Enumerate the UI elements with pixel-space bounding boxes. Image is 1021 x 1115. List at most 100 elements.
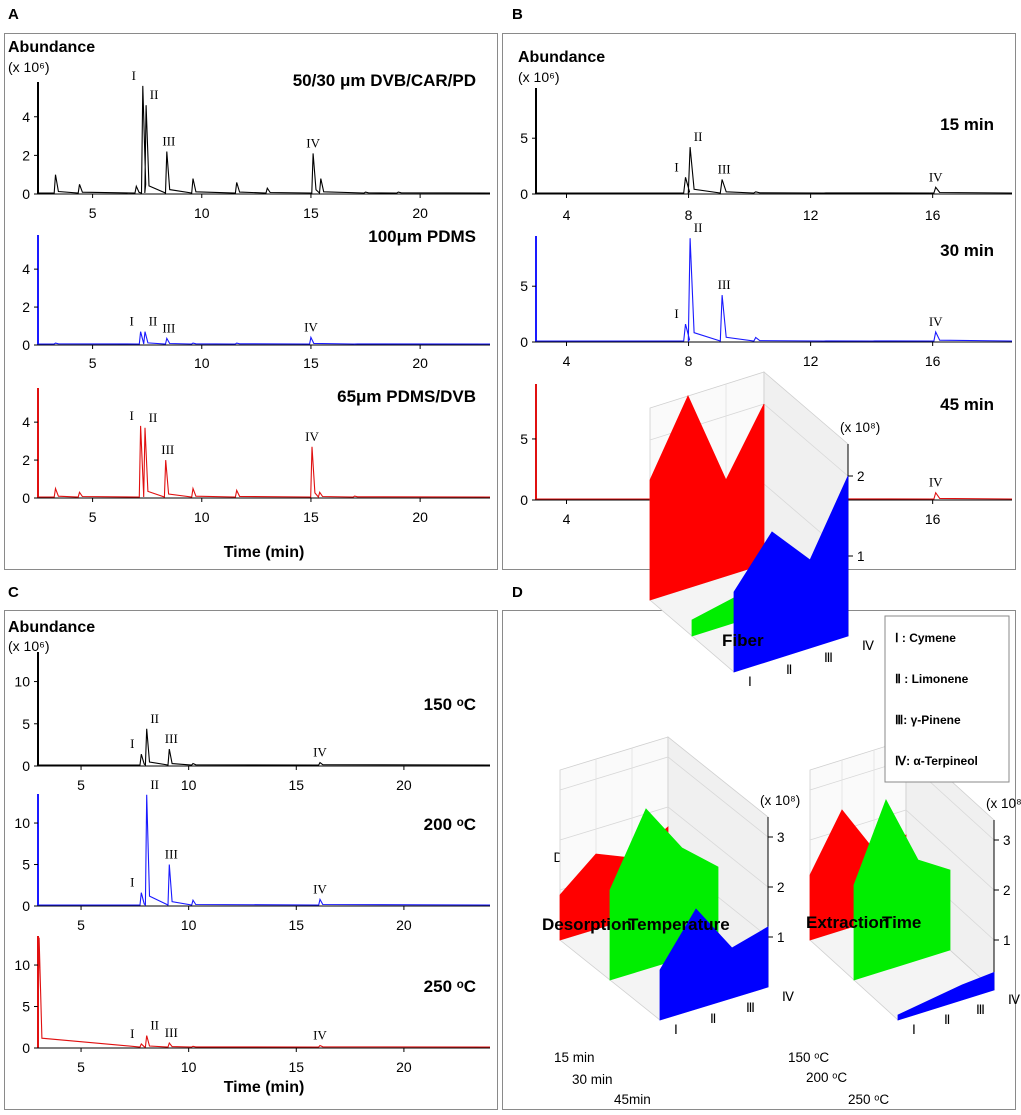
chromatogram-trace <box>37 937 491 1048</box>
x-tick-label: 16 <box>925 207 941 223</box>
x-tick-label: 10 <box>181 1059 197 1075</box>
category-label-2: Ⅱ <box>710 1011 716 1026</box>
peak-label-2: II <box>150 711 159 726</box>
ribbon-3 <box>659 908 769 1021</box>
x-tick-label: 15 <box>288 1059 304 1075</box>
ribbon-1 <box>649 395 765 601</box>
z-tick-label: 2 <box>777 880 785 895</box>
y-tick-label: 5 <box>22 716 30 732</box>
peak-label-2: II <box>694 220 703 235</box>
z-tick-label: 3 <box>1003 833 1011 848</box>
y-axis-label: Abundance <box>518 49 605 66</box>
peak-label-2: II <box>150 1018 159 1033</box>
subplot-title: 50/30 μm DVB/CAR/PD <box>293 71 476 90</box>
legend: Ⅰ : Cymene Ⅱ : Limonene Ⅲ: γ-Pinene Ⅳ: α-Te… <box>884 615 1010 783</box>
peak-label-3: III <box>718 277 731 292</box>
peak-label-1: I <box>132 68 136 83</box>
x-tick-label: 15 <box>303 509 319 525</box>
x-tick-label: 4 <box>563 353 571 369</box>
x-tick-label: 20 <box>396 777 412 793</box>
y-tick-label: 5 <box>22 999 30 1015</box>
legend-box <box>884 615 1010 783</box>
z-tick-label: 1 <box>1003 933 1011 948</box>
peak-label-4: IV <box>929 314 943 329</box>
peak-label-4: IV <box>313 881 327 896</box>
ribbon-2 <box>853 799 951 981</box>
y-tick-label: 5 <box>520 278 528 294</box>
desorption-condition-2: 30 min <box>572 1072 613 1087</box>
y-tick-label: 4 <box>22 109 30 125</box>
y-tick-label: 0 <box>22 898 30 914</box>
panel-letter-a: A <box>8 6 19 23</box>
panel-letter-b: B <box>512 6 523 23</box>
x-tick-label: 10 <box>194 509 210 525</box>
legend-entry-2: Ⅱ : Limonene <box>895 672 969 686</box>
y-axis-unit: (x 10⁶) <box>8 638 50 654</box>
x-tick-label: 5 <box>89 355 97 371</box>
peak-label-2: II <box>149 410 158 425</box>
ribbon-3 <box>733 475 849 673</box>
desorption-condition-1: 15 min <box>554 1050 595 1065</box>
x-tick-label: 12 <box>803 207 819 223</box>
x-tick-label: 15 <box>303 205 319 221</box>
panel-d: 12(x 10⁸)ⅠⅡⅢⅣFiber50/30 μmDVB/CAR/PD100 … <box>542 371 1021 1107</box>
peak-label-2: II <box>150 777 159 792</box>
x-tick-label: 12 <box>803 353 819 369</box>
x-tick-label: 16 <box>925 511 941 527</box>
x-tick-label: 5 <box>77 917 85 933</box>
subplot-title: 15 min <box>940 115 994 134</box>
y-tick-label: 10 <box>14 815 30 831</box>
peak-label-4: IV <box>929 475 943 490</box>
x-tick-label: 5 <box>77 777 85 793</box>
subplot-title: 200 ᵒC <box>424 815 476 834</box>
chromatogram-trace <box>536 238 1013 343</box>
panel-letter-d: D <box>512 584 523 601</box>
z-axis-unit: (x 10⁸) <box>986 796 1021 811</box>
panel-a-frame <box>4 33 498 570</box>
category-label-1: Ⅰ <box>912 1022 916 1037</box>
subplot-title: 30 min <box>940 241 994 260</box>
peak-label-2: II <box>150 87 159 102</box>
x-tick-label: 20 <box>412 205 428 221</box>
chromatogram-trace <box>38 425 491 499</box>
z-tick-label: 3 <box>777 830 785 845</box>
x-tick-label: 8 <box>685 207 693 223</box>
y-axis-unit: (x 10⁶) <box>8 59 50 75</box>
y-tick-label: 5 <box>520 130 528 146</box>
peak-label-3: III <box>162 320 175 335</box>
y-tick-label: 0 <box>22 337 30 353</box>
desorption-condition-3: 45min <box>614 1092 651 1107</box>
peak-label-4: IV <box>305 429 319 444</box>
chromatogram-trace <box>536 147 1013 195</box>
y-tick-label: 5 <box>22 857 30 873</box>
x-tick-label: 5 <box>77 1059 85 1075</box>
peak-label-1: I <box>130 1026 134 1041</box>
x-tick-label: 5 <box>89 509 97 525</box>
y-tick-label: 2 <box>22 299 30 315</box>
plot3d-extraction: 1 2 3 (x 10⁸) Ⅰ Ⅱ Ⅲ Ⅳ <box>809 739 1021 1037</box>
peak-label-1: I <box>129 408 133 423</box>
subplot-title: 65μm PDMS/DVB <box>337 387 476 406</box>
y-tick-label: 0 <box>22 1040 30 1056</box>
legend-entry-3: Ⅲ: γ-Pinene <box>895 713 961 727</box>
y-tick-label: 0 <box>22 490 30 506</box>
peak-label-1: I <box>129 314 133 329</box>
peak-label-4: IV <box>304 319 318 334</box>
peak-label-1: I <box>674 159 678 174</box>
peak-label-1: I <box>130 736 134 751</box>
x-tick-label: 16 <box>925 353 941 369</box>
y-axis-unit: (x 10⁶) <box>518 69 560 85</box>
y-tick-label: 2 <box>22 147 30 163</box>
z-tick-label: 1 <box>777 930 785 945</box>
category-label-3: Ⅲ <box>976 1002 985 1017</box>
category-label-4: Ⅳ <box>782 989 794 1004</box>
x-axis-label: Time (min) <box>224 544 305 561</box>
